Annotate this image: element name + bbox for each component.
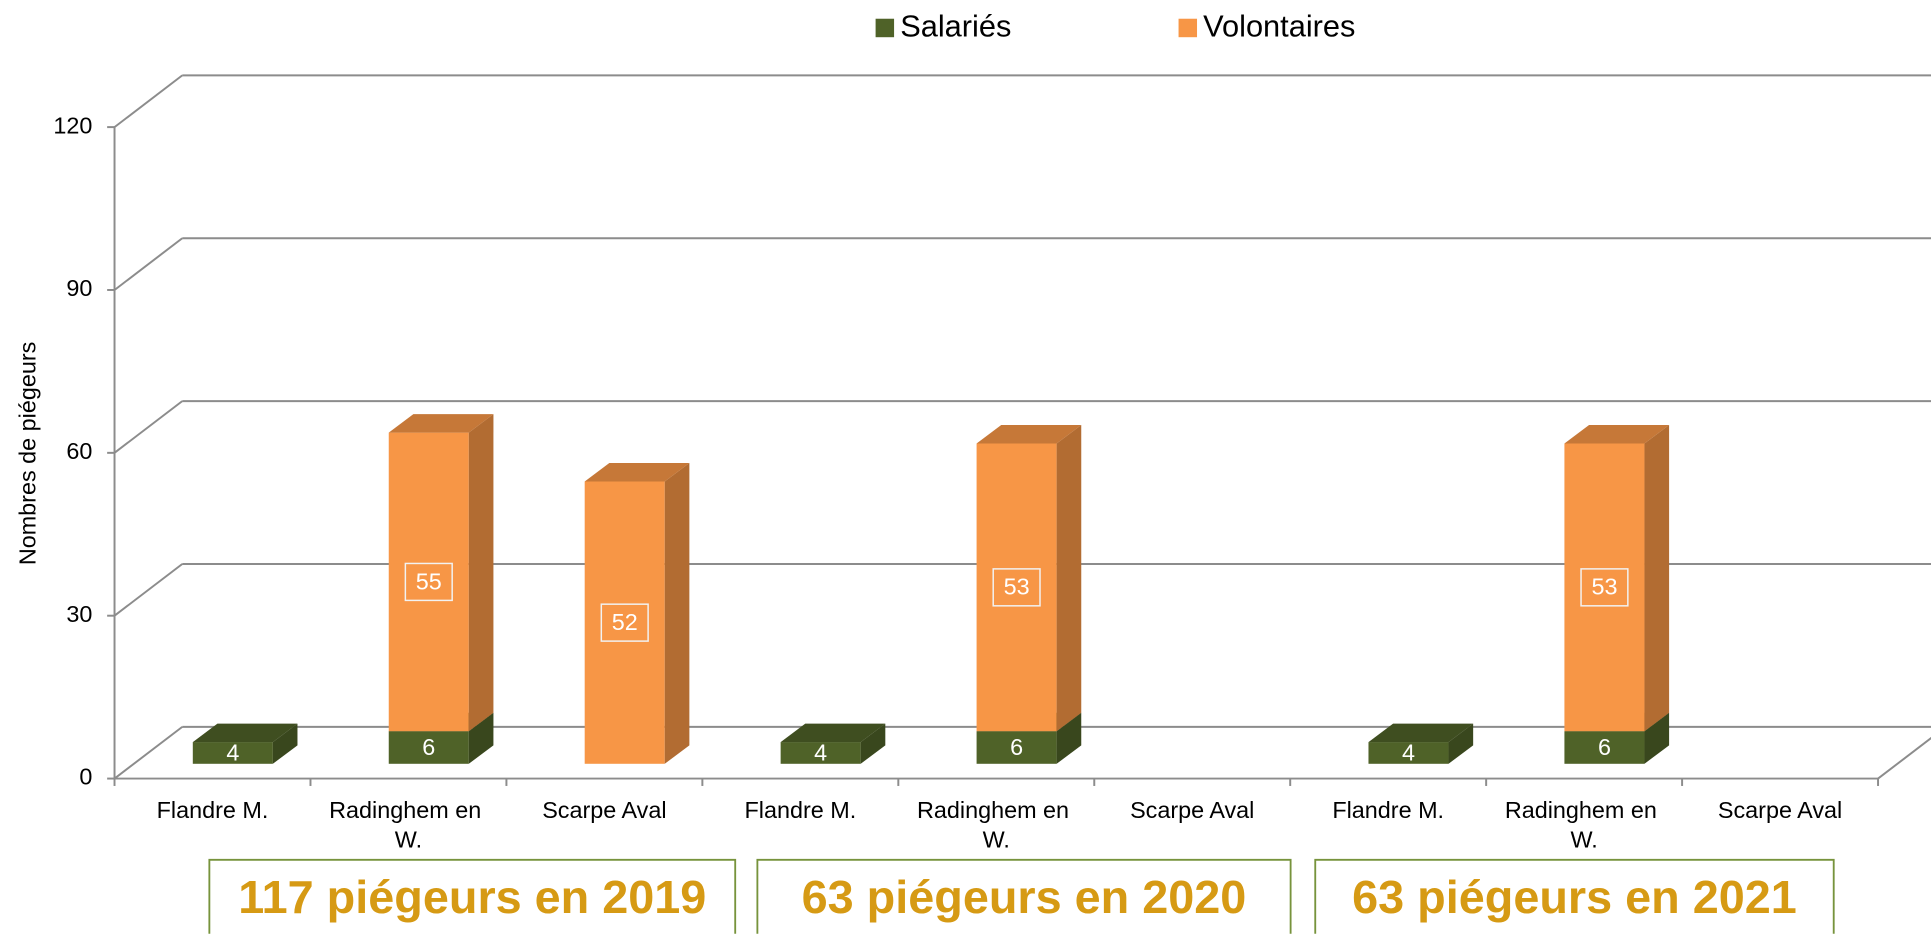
bar-front [1368, 742, 1449, 764]
x-tick-label-line: Radinghem en [917, 797, 1076, 823]
y-tick-label: 30 [66, 601, 92, 627]
bar-front [388, 432, 469, 732]
y-tick-label: 120 [53, 112, 92, 138]
bar-side [860, 723, 886, 764]
data-label-box [1580, 568, 1629, 607]
data-label: 4 [814, 739, 827, 765]
annotation: 63 piégeurs en 2021 [1352, 871, 1797, 923]
data-label: 6 [1010, 734, 1023, 760]
bar-side [1644, 425, 1670, 732]
bar-side [468, 712, 494, 764]
grid-line [113, 726, 183, 780]
x-tick-label: Scarpe Aval [542, 797, 666, 823]
legend-swatch [875, 18, 895, 38]
bar-side [468, 414, 494, 732]
data-label-box [404, 562, 453, 602]
x-tick-label: Radinghem en W. [1505, 797, 1664, 853]
grid-line [113, 74, 183, 128]
grid-line [113, 563, 183, 617]
bar-side [1448, 723, 1474, 764]
data-label: 6 [1598, 734, 1611, 760]
bar-top [780, 723, 886, 743]
bar-front [192, 742, 273, 764]
y-axis-label: Nombres de piégeurs [15, 342, 41, 565]
x-tick-label: Flandre M. [744, 797, 856, 823]
y-tick-label: 60 [66, 438, 92, 464]
bar-front [388, 731, 469, 764]
floor-line [1877, 736, 1931, 780]
data-label-box [600, 603, 649, 642]
x-tick-label: Flandre M. [157, 797, 269, 823]
bar-front [976, 731, 1057, 764]
x-tick-label-line: Radinghem en [1505, 797, 1664, 823]
data-label: 52 [612, 609, 638, 635]
x-tick-label-line: Radinghem en [329, 797, 488, 823]
annotation-box [756, 858, 1292, 934]
bar-top [388, 414, 494, 433]
bar-top [584, 463, 690, 482]
x-tick-label-line: W. [983, 827, 1010, 853]
grid-line [113, 237, 183, 291]
data-label: 6 [422, 734, 435, 760]
x-tick-label: Flandre M. [1332, 797, 1444, 823]
x-tick-label: Scarpe Aval [1718, 797, 1842, 823]
legend-swatch [1178, 18, 1198, 38]
data-label: 53 [1004, 574, 1030, 600]
data-label-box [992, 568, 1041, 607]
bar-side [664, 463, 690, 764]
x-tick-label: Radinghem en W. [329, 797, 488, 853]
grid-line [113, 400, 183, 454]
y-tick-label: 90 [66, 275, 92, 301]
annotation: 117 piégeurs en 2019 [238, 871, 706, 923]
bar-side [1056, 712, 1082, 764]
bar-front [976, 443, 1057, 732]
bar-top [976, 425, 1082, 444]
y-tick-label: 0 [79, 764, 92, 790]
bar-front [780, 742, 861, 764]
bar-front [1564, 443, 1645, 732]
data-label: 4 [226, 739, 239, 765]
bar-side [1644, 712, 1670, 764]
annotation: 63 piégeurs en 2020 [802, 871, 1247, 923]
x-tick-label: Scarpe Aval [1130, 797, 1254, 823]
legend-label: Volontaires [1203, 9, 1355, 44]
legend-label: Salariés [900, 9, 1011, 44]
bar-side [1056, 425, 1082, 732]
bar-top [1368, 723, 1474, 743]
data-label: 55 [416, 568, 442, 594]
data-label: 53 [1591, 574, 1617, 600]
annotation-box [208, 858, 737, 934]
x-tick-label: Radinghem en W. [917, 797, 1076, 853]
bar-front [1564, 731, 1645, 764]
bar-top [1564, 425, 1670, 444]
bar-side [272, 723, 298, 764]
bar-top [192, 723, 298, 743]
x-tick-label-line: W. [395, 827, 422, 853]
x-tick-label-line: W. [1570, 827, 1597, 853]
data-label: 4 [1402, 739, 1415, 765]
bar-front [584, 481, 665, 764]
annotation-box [1314, 858, 1835, 934]
